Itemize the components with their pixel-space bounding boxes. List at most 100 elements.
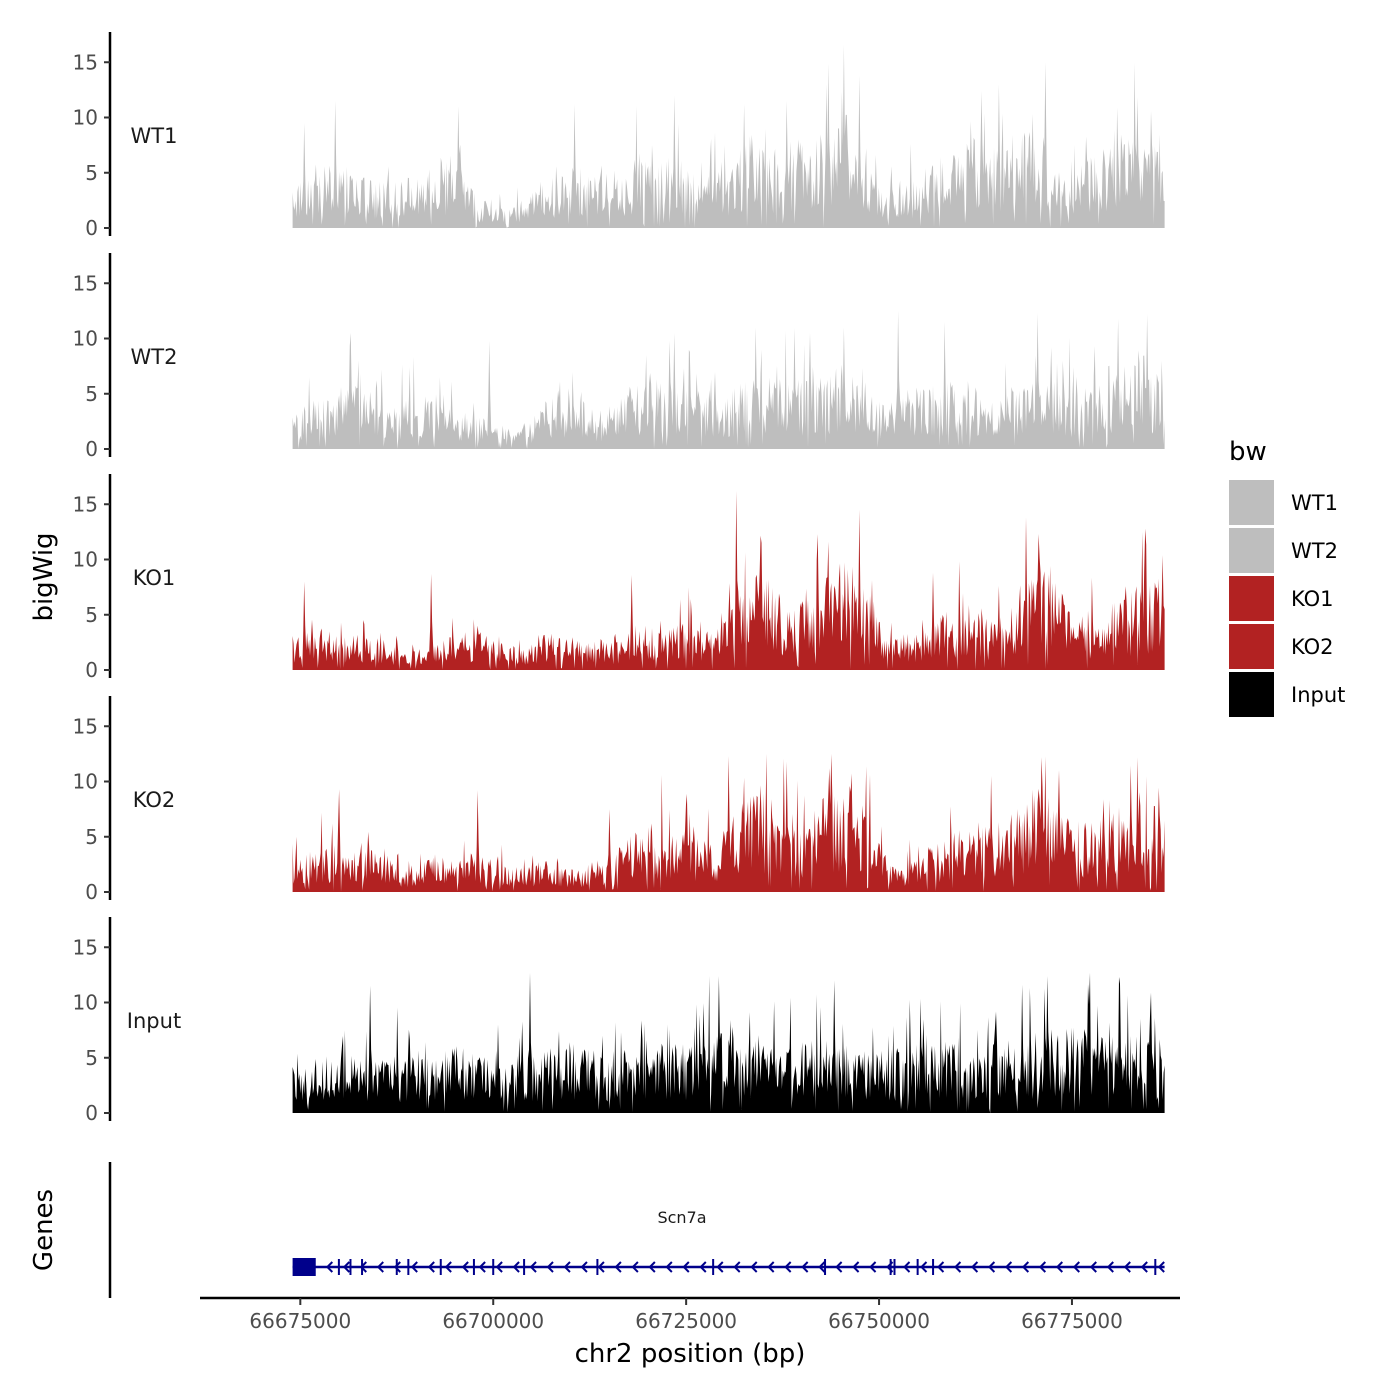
track-wt2: 0 5 10 15 WT2 bbox=[73, 253, 1165, 461]
strand-arrow bbox=[1055, 1261, 1064, 1273]
strand-arrow bbox=[699, 1261, 707, 1273]
strand-arrow bbox=[801, 1261, 809, 1273]
x-axis-title: chr2 position (bp) bbox=[575, 1339, 806, 1369]
gene-track bbox=[108, 1162, 1165, 1298]
legend-label-wt1: WT1 bbox=[1291, 491, 1338, 515]
strand-arrow bbox=[461, 1261, 469, 1273]
strand-arrow bbox=[563, 1261, 571, 1273]
strand-arrow bbox=[342, 1261, 351, 1273]
signal-area-wt2 bbox=[292, 310, 1165, 449]
strand-arrow bbox=[954, 1261, 962, 1273]
x-tick-label: 66700000 bbox=[442, 1309, 544, 1333]
strand-arrow bbox=[682, 1261, 690, 1273]
strand-arrow bbox=[818, 1261, 826, 1273]
x-tick-label: 66725000 bbox=[635, 1309, 737, 1333]
legend: bw WT1 WT2 KO1 KO2 Input bbox=[1229, 437, 1345, 717]
y-axis-title: bigWig bbox=[29, 532, 59, 621]
legend-label-ko2: KO2 bbox=[1291, 635, 1334, 659]
legend-swatch-wt2 bbox=[1229, 528, 1274, 573]
strand-arrow bbox=[631, 1261, 639, 1273]
legend-label-input: Input bbox=[1291, 683, 1345, 707]
track-label-ko1: KO1 bbox=[133, 566, 176, 590]
strand-arrow bbox=[1140, 1261, 1148, 1273]
signal-area-ko2 bbox=[292, 753, 1165, 892]
legend-swatch-input bbox=[1229, 672, 1274, 717]
y-tick-label: 5 bbox=[85, 825, 98, 849]
genes-axis-title: Genes bbox=[29, 1189, 59, 1271]
legend-label-ko1: KO1 bbox=[1291, 587, 1334, 611]
signal-area-wt1 bbox=[292, 44, 1165, 228]
y-tick-label: 0 bbox=[85, 437, 98, 461]
strand-arrow bbox=[716, 1261, 724, 1273]
strand-arrow bbox=[376, 1261, 384, 1273]
track-label-ko2: KO2 bbox=[133, 788, 176, 812]
strand-arrow bbox=[1123, 1261, 1131, 1273]
strand-arrow bbox=[937, 1261, 945, 1273]
y-tick-label: 15 bbox=[73, 492, 98, 516]
strand-arrow bbox=[987, 1261, 996, 1273]
strand-arrow bbox=[597, 1261, 605, 1273]
y-tick-label: 10 bbox=[73, 991, 98, 1015]
track-label-input: Input bbox=[127, 1009, 181, 1033]
strand-arrow bbox=[495, 1261, 503, 1273]
y-tick-label: 0 bbox=[85, 658, 98, 682]
strand-arrow bbox=[1004, 1261, 1013, 1273]
gene-exon bbox=[292, 1258, 316, 1276]
track-label-wt2: WT2 bbox=[131, 345, 178, 369]
legend-swatch-ko2 bbox=[1229, 624, 1274, 669]
strand-arrow bbox=[750, 1261, 758, 1273]
strand-arrow bbox=[767, 1261, 775, 1273]
x-tick-label: 66675000 bbox=[249, 1309, 351, 1333]
legend-label-wt2: WT2 bbox=[1291, 539, 1338, 563]
strand-arrow bbox=[1089, 1261, 1097, 1273]
y-tick-label: 10 bbox=[73, 106, 98, 130]
x-axis: 66675000 66700000 66725000 66750000 66775000 bbox=[200, 1296, 1180, 1333]
x-tick-label: 66775000 bbox=[1021, 1309, 1123, 1333]
legend-swatch-ko1 bbox=[1229, 576, 1274, 621]
y-tick-label: 5 bbox=[85, 382, 98, 406]
strand-arrow bbox=[1157, 1261, 1165, 1273]
strand-arrow bbox=[886, 1261, 894, 1273]
y-tick-label: 15 bbox=[73, 271, 98, 295]
strand-arrow bbox=[648, 1261, 656, 1273]
legend-title: bw bbox=[1229, 437, 1267, 467]
y-tick-label: 10 bbox=[73, 770, 98, 794]
strand-arrow bbox=[444, 1261, 452, 1273]
strand-arrow bbox=[529, 1261, 537, 1273]
strand-arrow bbox=[427, 1261, 435, 1273]
y-tick-label: 0 bbox=[85, 216, 98, 240]
y-tick-label: 5 bbox=[85, 161, 98, 185]
strand-arrow bbox=[393, 1261, 401, 1273]
strand-arrow bbox=[1038, 1261, 1047, 1273]
signal-area-input bbox=[292, 972, 1165, 1113]
y-tick-label: 5 bbox=[85, 1046, 98, 1070]
y-tick-label: 0 bbox=[85, 880, 98, 904]
y-tick-label: 15 bbox=[73, 50, 98, 74]
strand-arrow bbox=[903, 1261, 911, 1273]
strand-arrow bbox=[546, 1261, 554, 1273]
strand-arrow bbox=[869, 1261, 877, 1273]
y-tick-label: 5 bbox=[85, 603, 98, 627]
y-tick-label: 15 bbox=[73, 714, 98, 738]
signal-area-ko1 bbox=[292, 491, 1165, 670]
track-ko1: 0 5 10 15 KO1 bbox=[73, 474, 1165, 682]
strand-arrow bbox=[852, 1261, 860, 1273]
strand-arrow bbox=[359, 1261, 367, 1273]
strand-arrow bbox=[614, 1261, 622, 1273]
strand-arrow bbox=[784, 1261, 792, 1273]
track-wt1: 0 5 10 15 WT1 bbox=[73, 32, 1165, 240]
strand-arrow bbox=[665, 1261, 673, 1273]
y-tick-label: 0 bbox=[85, 1101, 98, 1125]
tracks-layer: 0 5 10 15 WT1 0 5 10 15 WT2 0 5 10 15 KO1 0 5 10 15 KO2 0 5 10… bbox=[73, 32, 1165, 1125]
legend-swatch-wt1 bbox=[1229, 480, 1274, 525]
track-label-wt1: WT1 bbox=[131, 124, 178, 148]
strand-arrow bbox=[410, 1261, 418, 1273]
strand-arrow bbox=[1072, 1261, 1080, 1273]
strand-arrow bbox=[733, 1261, 741, 1273]
strand-arrow bbox=[580, 1261, 588, 1273]
strand-arrow bbox=[1021, 1261, 1030, 1273]
strand-arrow bbox=[478, 1261, 486, 1273]
track-ko2: 0 5 10 15 KO2 bbox=[73, 696, 1165, 904]
strand-arrow bbox=[1106, 1261, 1114, 1273]
